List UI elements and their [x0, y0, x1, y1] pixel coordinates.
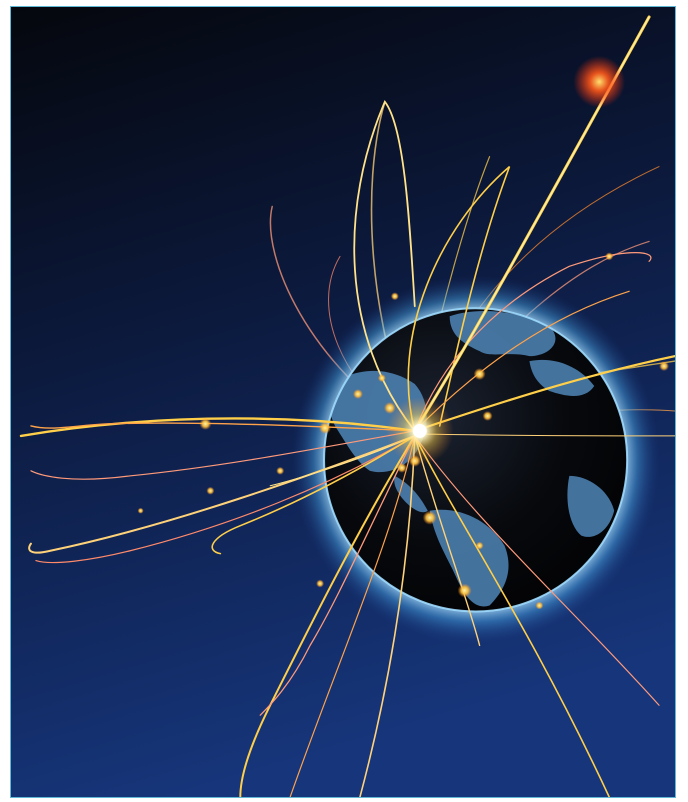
- globe-artwork: [11, 7, 675, 797]
- comet-flare: [573, 55, 626, 108]
- image-frame: [10, 6, 676, 798]
- trail-sparks: [137, 252, 670, 610]
- globe-icon: [323, 307, 629, 613]
